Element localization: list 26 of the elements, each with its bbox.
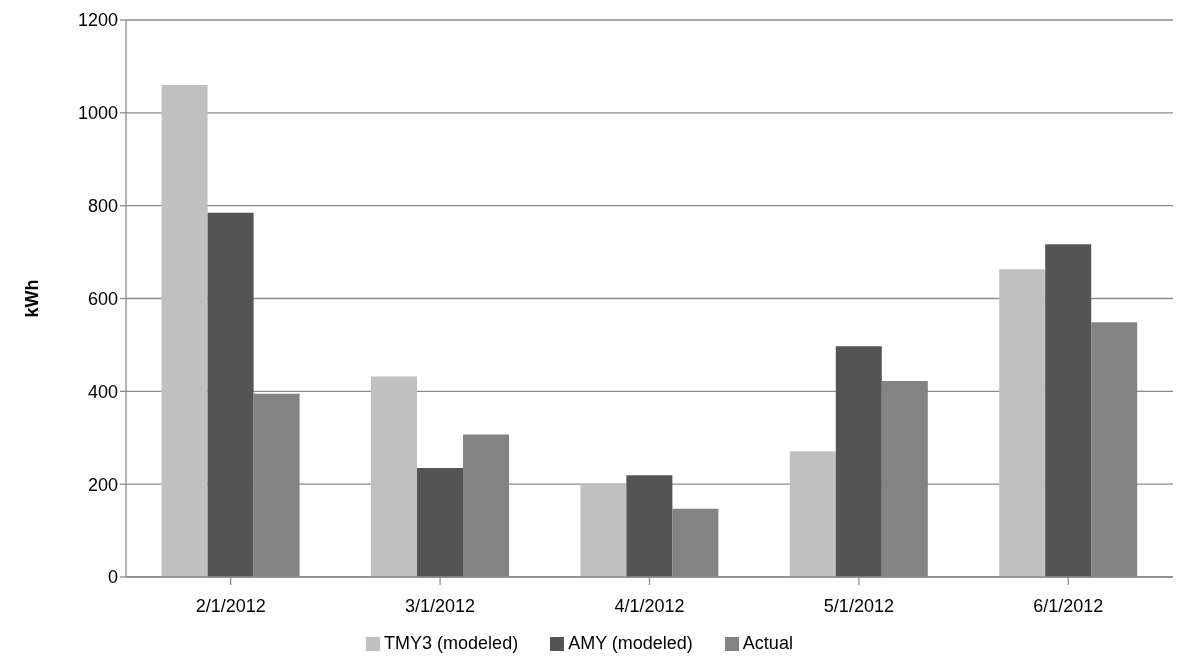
y-tick-label: 200	[87, 474, 118, 495]
y-tick-label: 0	[107, 567, 118, 588]
bar	[835, 346, 882, 577]
x-tick-label: 5/1/2012	[823, 595, 894, 616]
x-tick-label: 4/1/2012	[614, 595, 685, 616]
y-axis-title: kWh	[22, 279, 43, 318]
bar	[1045, 244, 1092, 577]
bar	[580, 484, 627, 577]
bar	[626, 475, 673, 577]
legend-label: TMY3 (modeled)	[384, 633, 519, 653]
x-tick-label: 6/1/2012	[1033, 595, 1104, 616]
bar	[207, 212, 254, 577]
bar	[999, 269, 1046, 577]
bar	[371, 376, 417, 577]
y-tick-label: 800	[87, 196, 118, 217]
bar	[417, 467, 463, 577]
legend-label: Actual	[742, 633, 793, 653]
y-tick-label: 600	[87, 288, 118, 309]
legend-label: AMY (modeled)	[568, 633, 693, 653]
y-tick-label: 400	[87, 381, 118, 402]
x-tick-label: 3/1/2012	[405, 595, 476, 616]
y-tick-label: 1000	[77, 103, 118, 124]
bar	[789, 451, 836, 577]
bar	[161, 84, 208, 577]
y-tick-label: 1200	[77, 10, 118, 31]
x-tick-label: 2/1/2012	[195, 595, 266, 616]
